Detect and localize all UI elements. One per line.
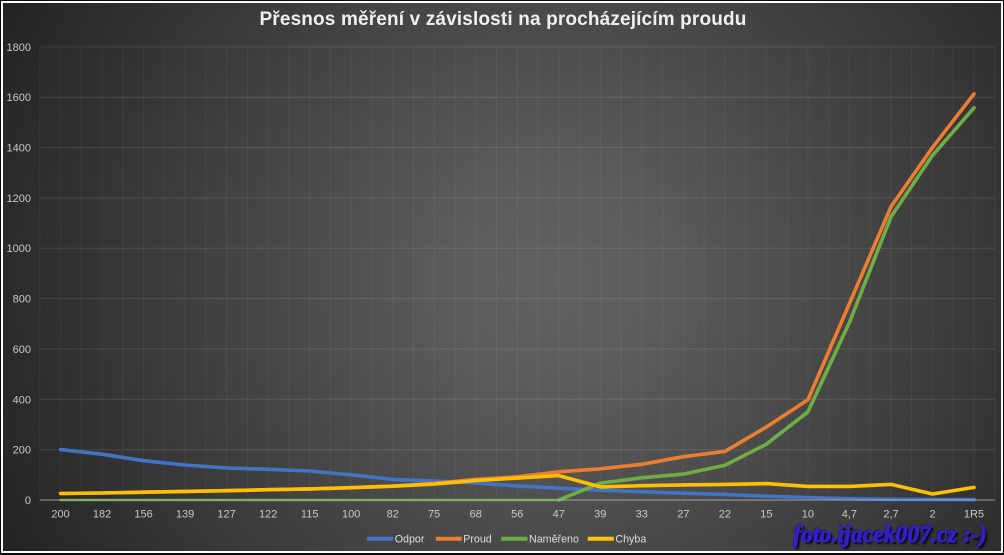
svg-text:600: 600 bbox=[13, 344, 31, 356]
svg-text:82: 82 bbox=[387, 509, 399, 521]
svg-text:1R5: 1R5 bbox=[964, 509, 984, 521]
svg-text:800: 800 bbox=[13, 294, 31, 306]
svg-text:100: 100 bbox=[342, 509, 360, 521]
svg-text:1400: 1400 bbox=[7, 143, 31, 155]
svg-text:56: 56 bbox=[511, 509, 523, 521]
svg-text:2: 2 bbox=[929, 509, 935, 521]
svg-text:22: 22 bbox=[719, 509, 731, 521]
svg-text:182: 182 bbox=[93, 509, 111, 521]
svg-text:15: 15 bbox=[760, 509, 772, 521]
svg-text:139: 139 bbox=[176, 509, 194, 521]
svg-text:115: 115 bbox=[301, 509, 319, 521]
svg-text:39: 39 bbox=[594, 509, 606, 521]
svg-text:2,7: 2,7 bbox=[883, 509, 898, 521]
svg-text:127: 127 bbox=[217, 509, 235, 521]
svg-text:200: 200 bbox=[51, 509, 69, 521]
svg-text:Proud: Proud bbox=[463, 533, 492, 545]
svg-text:1200: 1200 bbox=[7, 193, 31, 205]
svg-text:10: 10 bbox=[802, 509, 814, 521]
svg-text:1600: 1600 bbox=[7, 92, 31, 104]
svg-text:75: 75 bbox=[428, 509, 440, 521]
svg-text:68: 68 bbox=[470, 509, 482, 521]
svg-text:156: 156 bbox=[134, 509, 152, 521]
svg-text:400: 400 bbox=[13, 394, 31, 406]
svg-text:1000: 1000 bbox=[7, 243, 31, 255]
svg-text:Přesnos měření v závislosti na: Přesnos měření v závislosti na procházej… bbox=[259, 9, 746, 30]
svg-text:1800: 1800 bbox=[7, 42, 31, 54]
svg-text:200: 200 bbox=[13, 445, 31, 457]
svg-text:Chyba: Chyba bbox=[615, 533, 646, 545]
svg-text:Naměřeno: Naměřeno bbox=[529, 533, 579, 545]
svg-text:122: 122 bbox=[259, 509, 277, 521]
svg-text:Odpor: Odpor bbox=[395, 533, 425, 545]
svg-text:33: 33 bbox=[636, 509, 648, 521]
svg-text:27: 27 bbox=[677, 509, 689, 521]
svg-text:0: 0 bbox=[25, 495, 31, 507]
svg-text:4,7: 4,7 bbox=[842, 509, 857, 521]
svg-text:47: 47 bbox=[553, 509, 565, 521]
